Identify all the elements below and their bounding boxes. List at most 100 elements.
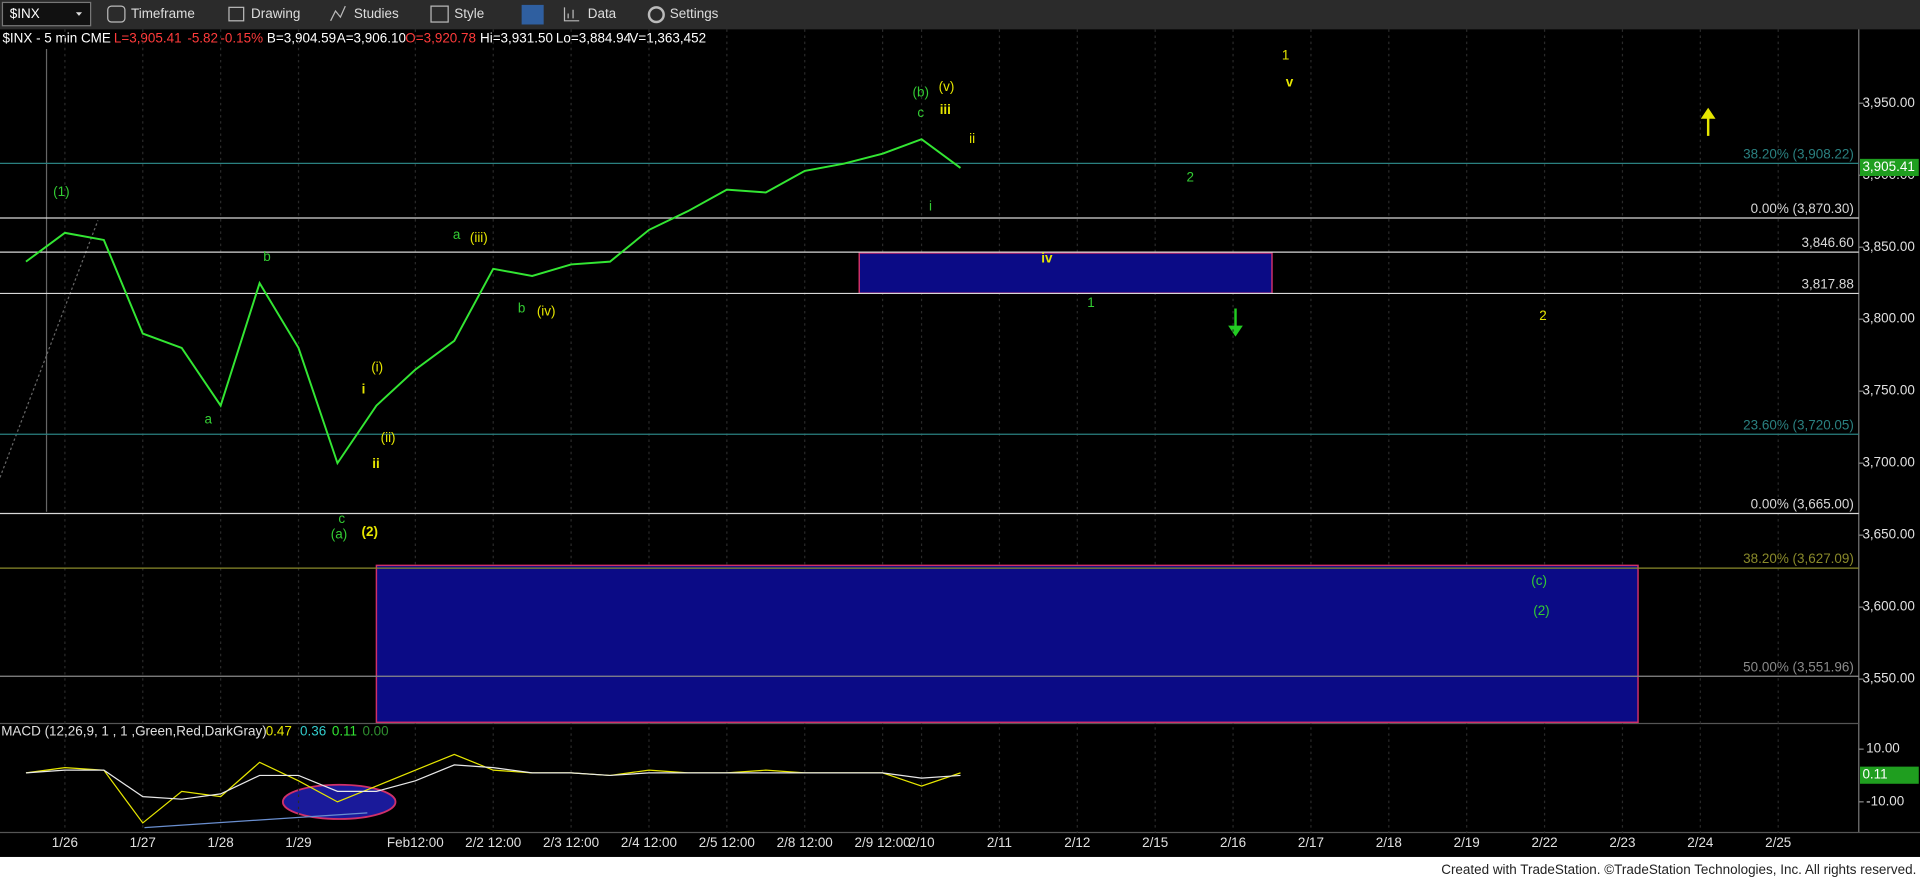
data-icon <box>563 7 580 22</box>
level-label: 38.20% (3,627.09) <box>1743 551 1854 566</box>
readout: -5.82 <box>187 31 218 46</box>
wave-label: (iv) <box>537 304 556 319</box>
level-label: 3,846.60 <box>1801 235 1853 250</box>
level-label: 0.00% (3,665.00) <box>1751 497 1854 512</box>
dropdown-arrow <box>75 12 83 16</box>
macd-divergence-ellipse <box>281 783 397 820</box>
x-tick-label: 2/5 12:00 <box>699 835 755 850</box>
level-label: 50.00% (3,551.96) <box>1743 659 1854 674</box>
x-tick-label: 2/16 <box>1220 835 1246 850</box>
symbol-box[interactable] <box>1 1 92 27</box>
y-tick-label: 3,700.00 <box>1862 455 1914 470</box>
y-tick-label: 3,800.00 <box>1862 311 1914 326</box>
wave-label: (a) <box>331 527 347 542</box>
wave-label: (iii) <box>470 230 488 245</box>
style-icon <box>430 5 449 23</box>
x-tick-label: 2/22 <box>1531 835 1557 850</box>
menu-data[interactable]: Data <box>588 6 617 21</box>
wave-label: i <box>362 381 366 396</box>
symbol[interactable]: $INX <box>10 6 40 21</box>
x-tick-label: Feb12:00 <box>387 835 444 850</box>
macd-y-tick-label: 10.00 <box>1866 741 1900 756</box>
readout: Lo=3,884.94 <box>556 31 632 46</box>
timeframe-icon <box>107 5 126 23</box>
x-tick-label: 2/10 <box>908 835 934 850</box>
macd-y-tick-label: -10.00 <box>1866 793 1904 808</box>
drawing-icon <box>228 6 245 22</box>
wave-label: i <box>929 198 932 213</box>
x-tick-label: 2/4 12:00 <box>621 835 677 850</box>
studies-icon <box>330 5 346 22</box>
menu-settings[interactable]: Settings <box>670 6 719 21</box>
level-label: 3,817.88 <box>1801 276 1853 291</box>
wave-label: (2) <box>1533 603 1549 618</box>
readout: A=3,906.10 <box>337 31 406 46</box>
readout: B=3,904.59 <box>267 31 336 46</box>
x-tick-label: 1/26 <box>52 835 78 850</box>
settings-icon <box>647 6 665 24</box>
wave-label: (b) <box>913 85 929 100</box>
y-tick-label: 3,550.00 <box>1862 671 1914 686</box>
wave-label: (c) <box>1531 573 1547 588</box>
toolbar <box>0 0 1920 30</box>
x-tick-label: 2/17 <box>1298 835 1324 850</box>
x-tick-label: 2/12 <box>1064 835 1090 850</box>
wave-label: 1 <box>1087 295 1094 310</box>
wave-label: a <box>204 412 212 427</box>
macd-readout: 0.36 <box>300 724 326 739</box>
divergence-line <box>144 812 368 829</box>
x-tick-label: 2/25 <box>1765 835 1791 850</box>
menu-studies[interactable]: Studies <box>354 6 399 21</box>
readout: O=3,920.78 <box>405 31 476 46</box>
price-zone <box>375 564 1639 724</box>
footer-bar <box>0 856 1920 879</box>
wave-label: iv <box>1041 250 1053 265</box>
y-tick-label: 3,750.00 <box>1862 383 1914 398</box>
wave-label: 2 <box>1186 170 1193 185</box>
up-arrow <box>1700 107 1716 136</box>
wave-label: v <box>1286 75 1294 90</box>
level-label: 23.60% (3,720.05) <box>1743 417 1854 432</box>
x-tick-label: 2/2 12:00 <box>465 835 521 850</box>
x-tick-label: 2/8 12:00 <box>777 835 833 850</box>
last-price-label: 0.11 <box>1862 767 1887 782</box>
menu-drawing[interactable]: Drawing <box>251 6 300 21</box>
x-tick-label: 2/18 <box>1376 835 1402 850</box>
wave-label: ii <box>969 131 975 146</box>
layout-icon[interactable] <box>521 4 544 25</box>
x-tick-label: 1/28 <box>208 835 234 850</box>
wave-label: b <box>518 301 525 316</box>
readout: Hi=3,931.50 <box>480 31 553 46</box>
macd-readout: 0.47 <box>266 724 292 739</box>
x-tick-label: 2/24 <box>1687 835 1714 850</box>
level-label: 38.20% (3,908.22) <box>1743 146 1854 161</box>
down-arrow <box>1228 308 1243 337</box>
x-tick-label: 2/11 <box>987 835 1012 850</box>
x-tick-label: 2/23 <box>1609 835 1635 850</box>
price-line <box>25 764 961 800</box>
x-tick-label: 2/3 12:00 <box>543 835 599 850</box>
readout: -0.15% <box>220 31 263 46</box>
price-line <box>25 138 962 466</box>
wave-label: 2 <box>1539 308 1546 323</box>
wave-label: c <box>338 511 345 526</box>
x-tick-label: 2/15 <box>1142 835 1168 850</box>
wave-label: c <box>917 105 924 120</box>
menu-timeframe[interactable]: Timeframe <box>131 6 195 21</box>
y-tick-label: 3,850.00 <box>1862 239 1914 254</box>
x-tick-label: 2/19 <box>1454 835 1480 850</box>
menu-style[interactable]: Style <box>454 6 484 21</box>
wave-label: 1 <box>1282 47 1289 62</box>
wave-label: (ii) <box>381 430 396 445</box>
readout: V=1,363,452 <box>629 31 706 46</box>
footer: Created with TradeStation. ©TradeStation… <box>1441 862 1916 877</box>
y-tick-label: 3,650.00 <box>1862 527 1914 542</box>
wave-label: (2) <box>362 524 378 539</box>
readout: L=3,905.41 <box>114 31 182 46</box>
wave-label: (v) <box>939 79 955 94</box>
y-tick-label: 3,950.00 <box>1862 95 1914 110</box>
last-price-tag <box>1860 766 1919 784</box>
